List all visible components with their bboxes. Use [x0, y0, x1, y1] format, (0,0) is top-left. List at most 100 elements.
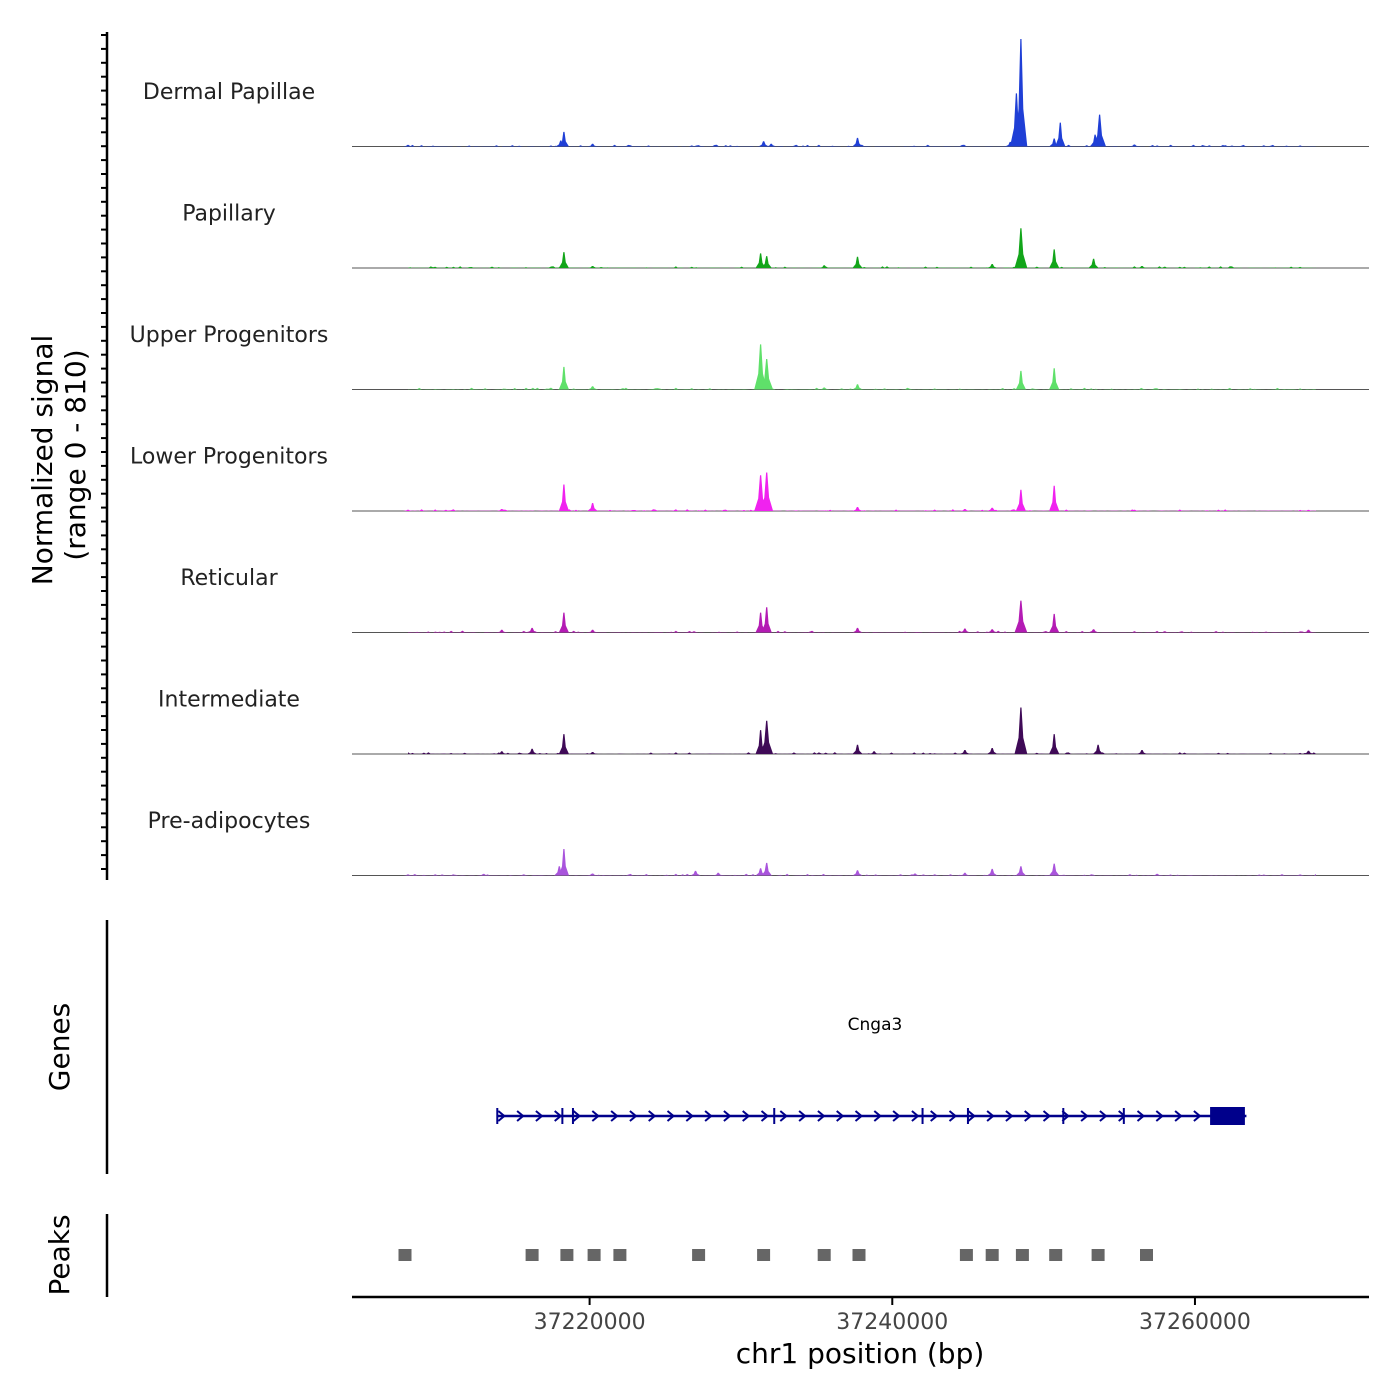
strand-arrow — [779, 1110, 788, 1122]
signal-peak — [852, 744, 863, 754]
signal-tracks: Dermal Papillae Papillary Upper Progenitor… — [130, 39, 1369, 876]
strand-arrow — [685, 1110, 694, 1122]
signal-peak — [1014, 228, 1028, 268]
signal-peak — [766, 143, 777, 147]
strand-arrow — [760, 1110, 770, 1122]
signal-peak — [448, 874, 459, 876]
peak-region — [817, 1249, 831, 1261]
peak-region — [1049, 1249, 1063, 1261]
signal-peak — [1049, 138, 1060, 147]
signal-axis — [101, 32, 109, 880]
signal-peak — [987, 868, 998, 876]
strand-arrow — [648, 1110, 657, 1122]
signal-peak — [1014, 707, 1028, 754]
signal-peak — [852, 507, 863, 511]
strand-arrow — [666, 1110, 676, 1122]
signal-peak — [1049, 368, 1060, 390]
signal-peak — [440, 509, 451, 511]
signal-peak — [819, 265, 830, 268]
signal-peak — [761, 256, 772, 268]
signal-peak — [1015, 489, 1026, 511]
track-label: Pre-adipocytes — [148, 809, 311, 834]
strand-arrow — [1193, 1110, 1202, 1122]
strand-arrow — [1061, 1110, 1070, 1122]
strand-arrow — [836, 1110, 845, 1122]
track-label: Papillary — [182, 202, 276, 227]
signal-peak — [1049, 863, 1060, 876]
strand-arrow — [1136, 1110, 1146, 1122]
strand-arrow — [892, 1110, 901, 1122]
signal-peak — [1015, 866, 1026, 876]
signal-peak — [1303, 509, 1314, 511]
signal-peak — [1220, 145, 1231, 147]
strand-arrow — [967, 1110, 976, 1122]
signal-peak — [402, 144, 414, 147]
track-papillary: Papillary — [182, 202, 1369, 269]
strand-arrow — [497, 1110, 506, 1122]
x-tick-label: 37220000 — [534, 1310, 646, 1335]
signal-peak — [1049, 249, 1060, 268]
signal-peak — [754, 344, 767, 390]
signal-peak — [959, 628, 970, 633]
signal-peak — [760, 472, 774, 511]
signal-peak — [558, 612, 569, 633]
signal-peak — [1014, 600, 1028, 633]
strand-arrow — [572, 1110, 582, 1122]
signal-peak — [959, 872, 970, 876]
track-lower-progenitors: Lower Progenitors — [130, 445, 1369, 512]
signal-peak — [987, 748, 998, 754]
peaks-panel-label: Peaks — [43, 1214, 76, 1295]
signal-peak — [1049, 485, 1060, 511]
signal-peak — [402, 509, 414, 511]
coding-exon-block — [1210, 1107, 1245, 1125]
peak-region — [525, 1249, 539, 1261]
signal-peak — [527, 748, 538, 754]
track-background-signal — [407, 144, 1317, 147]
peak-region — [1140, 1249, 1153, 1261]
signal-peak — [1090, 134, 1101, 147]
strand-arrow — [742, 1110, 751, 1122]
signal-peak — [496, 751, 507, 754]
signal-peak — [1152, 873, 1163, 876]
signal-peak — [755, 253, 766, 268]
peak-region — [587, 1249, 601, 1261]
strand-arrow — [911, 1110, 920, 1122]
signal-peak — [852, 384, 863, 390]
strand-arrow — [704, 1110, 713, 1122]
signal-axis-ticks — [101, 34, 107, 870]
track-label: Lower Progenitors — [130, 445, 328, 470]
peak-marks — [398, 1249, 1153, 1261]
track-pre-adipocytes: Pre-adipocytes — [148, 809, 1369, 876]
signal-peak — [1049, 734, 1060, 754]
x-tick-label: 37260000 — [1139, 1310, 1251, 1335]
signal-peak — [959, 509, 970, 511]
signal-peak — [760, 359, 774, 390]
signal-peak — [558, 734, 569, 754]
signal-peak — [1049, 613, 1060, 633]
signal-peak — [852, 627, 863, 633]
signal-peak — [1088, 258, 1099, 268]
gene-name-label: Cnga3 — [848, 1015, 903, 1035]
y-axis-title-line2: (range 0 - 810) — [59, 349, 92, 560]
signal-peak — [1015, 370, 1026, 390]
signal-peak — [987, 629, 998, 633]
peak-region — [852, 1249, 866, 1261]
strand-arrow — [798, 1110, 807, 1122]
track-label: Reticular — [180, 566, 278, 591]
signal-peak — [761, 862, 772, 876]
signal-peak — [1159, 631, 1170, 633]
strand-arrow — [610, 1110, 619, 1122]
peak-region — [692, 1249, 706, 1261]
strand-arrow — [1005, 1110, 1014, 1122]
strand-arrow — [948, 1110, 958, 1122]
y-axis-title-line1: Normalized signal — [26, 335, 59, 586]
strand-arrow — [723, 1110, 732, 1122]
signal-peak — [1129, 144, 1140, 147]
track-dermal-papillae: Dermal Papillae — [143, 39, 1369, 147]
peak-region — [959, 1249, 973, 1261]
track-label: Intermediate — [158, 688, 300, 713]
track-intermediate: Intermediate — [158, 688, 1369, 755]
signal-peak — [478, 873, 489, 876]
strand-arrow — [591, 1110, 600, 1122]
